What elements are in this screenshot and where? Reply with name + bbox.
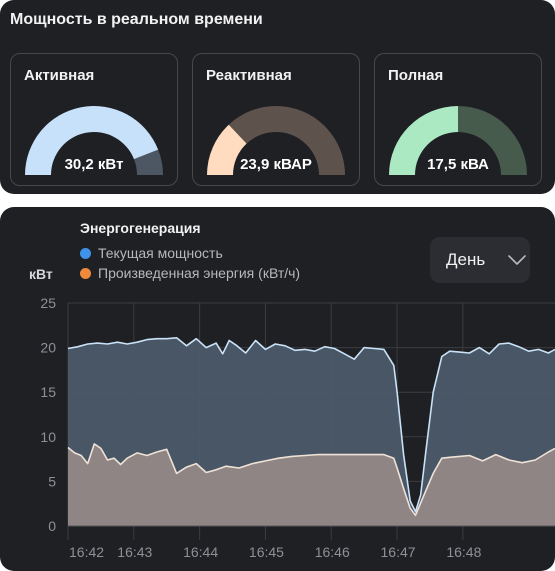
gauge-reactive [207, 106, 345, 175]
gauge-active [25, 106, 163, 175]
x-tick-label: 16:42 [69, 544, 104, 560]
section-title: Мощность в реальном времени [10, 11, 263, 28]
period-dropdown-value: День [446, 250, 486, 269]
legend-label: Текущая мощность [98, 245, 223, 261]
gauge-label: Активная [24, 67, 95, 84]
gauge-label: Реактивная [206, 67, 292, 84]
chart-title: Энергогенерация [80, 220, 201, 236]
legend-dot-icon [80, 248, 91, 259]
gauge-value: 30,2 кВт [64, 156, 124, 173]
legend-item-current-power[interactable]: Текущая мощность [80, 245, 223, 261]
gauge-card-active: Активная 30,2 кВт [10, 53, 178, 186]
series-area-produced-energy [68, 443, 555, 526]
x-tick-label: 16:48 [446, 544, 481, 560]
legend-label: Произведенная энергия (кВт/ч) [98, 265, 301, 281]
gauge-track [133, 149, 163, 175]
gauge-fill [389, 106, 458, 175]
gauge-card-apparent: Полная 17,5 кВА [374, 53, 542, 186]
generation-card: 0 5 10 15 20 25 16:42 16:43 16:44 16:45 16:46 16:47… [0, 207, 555, 571]
gauge-value: 23,9 кВАР [240, 156, 312, 173]
y-tick-label: 20 [40, 340, 56, 356]
gauge-card-reactive: Реактивная 23,9 кВАР [192, 53, 360, 186]
x-tick-label: 16:47 [381, 544, 416, 560]
x-tick-label: 16:46 [315, 544, 350, 560]
y-tick-label: 10 [40, 429, 56, 445]
legend-item-produced-energy[interactable]: Произведенная энергия (кВт/ч) [80, 265, 300, 281]
gauge-track [458, 106, 527, 175]
period-dropdown[interactable]: День [430, 237, 530, 283]
chevron-down-icon [508, 255, 526, 265]
y-axis-unit: кВт [29, 266, 53, 282]
x-tick-label: 16:44 [183, 544, 218, 560]
series-line-produced-energy [67, 443, 555, 517]
y-tick-label: 25 [40, 295, 56, 311]
x-tick-label: 16:45 [249, 544, 284, 560]
y-tick-label: 15 [40, 384, 56, 400]
gauge-track [228, 106, 345, 175]
series-line-current-power [67, 337, 555, 513]
gauge-fill [207, 124, 247, 175]
gauge-fill [25, 106, 159, 175]
generation-chart: 0 5 10 15 20 25 16:42 16:43 16:44 16:45 16:46 16:47… [40, 295, 555, 560]
y-tick-label: 0 [48, 518, 56, 534]
gauge-apparent [389, 106, 527, 175]
y-tick-label: 5 [48, 473, 56, 489]
realtime-power-card: Мощность в реальном времени Активная 30,… [0, 0, 555, 194]
legend-dot-icon [80, 268, 91, 279]
x-tick-label: 16:43 [117, 544, 152, 560]
gauge-label: Полная [388, 67, 444, 84]
gauge-value: 17,5 кВА [427, 156, 489, 173]
